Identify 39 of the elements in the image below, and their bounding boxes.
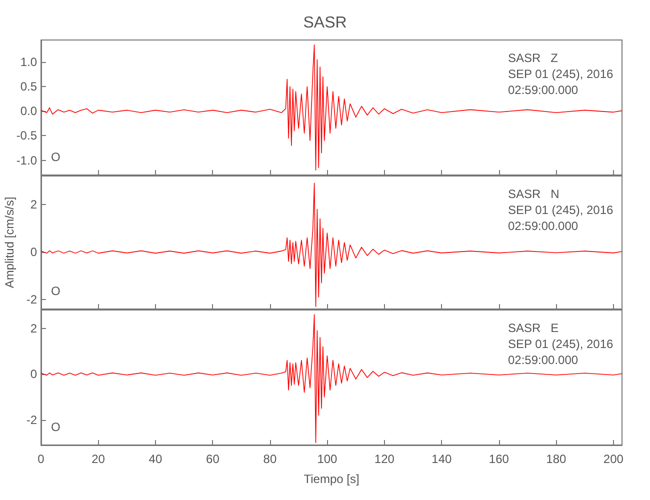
chart-title: SASR: [303, 14, 347, 32]
x-tick-label: 80: [263, 452, 277, 466]
y-tick-label: 1.0: [20, 55, 38, 70]
annotation: SEP 01 (245), 2016: [508, 337, 614, 351]
y-tick-label: -2: [26, 412, 38, 427]
x-tick-label: 40: [148, 452, 162, 466]
line-series: [40, 44, 622, 170]
y-tick-label: 0: [30, 367, 38, 382]
x-tick-label: 120: [374, 452, 395, 466]
annotation: 02:59:00.000: [508, 353, 578, 367]
x-tick-label: 60: [206, 452, 220, 466]
x-tick-label: 20: [92, 452, 106, 466]
x-tick-label: 160: [488, 452, 510, 466]
annotation: O: [51, 150, 60, 164]
annotation: O: [51, 420, 60, 434]
y-tick-label: 0.5: [20, 80, 38, 94]
annotation: SASR Z: [508, 51, 558, 65]
y-tick-label: 0: [30, 245, 38, 259]
annotation: SASR N: [508, 187, 560, 201]
annotation: SEP 01 (245), 2016: [508, 67, 614, 81]
annotation: 02:59:00.000: [508, 83, 578, 97]
x-tick-label: 200: [603, 452, 624, 466]
y-tick-label: -1.0: [16, 153, 38, 168]
y-tick-label: -2: [26, 292, 38, 306]
y-tick-label: 2: [30, 321, 38, 336]
line-series: [40, 314, 622, 444]
annotation: O: [51, 284, 60, 298]
x-axis-title: Tiempo [s]: [304, 472, 360, 486]
y-tick-label: 2: [30, 198, 38, 212]
y-tick-label: 0.0: [20, 104, 38, 118]
y-axis-title: Amplitud [cm/s/s]: [2, 196, 16, 288]
x-tick-label: 180: [546, 452, 567, 466]
annotation: 02:59:00.000: [508, 219, 578, 233]
x-tick-label: 140: [432, 452, 452, 466]
x-tick-label: 100: [317, 452, 338, 466]
line-series: [40, 182, 622, 308]
annotation: SASR E: [508, 321, 559, 335]
y-tick-label: -0.5: [16, 128, 38, 143]
annotation: SEP 01 (245), 2016: [508, 203, 614, 217]
